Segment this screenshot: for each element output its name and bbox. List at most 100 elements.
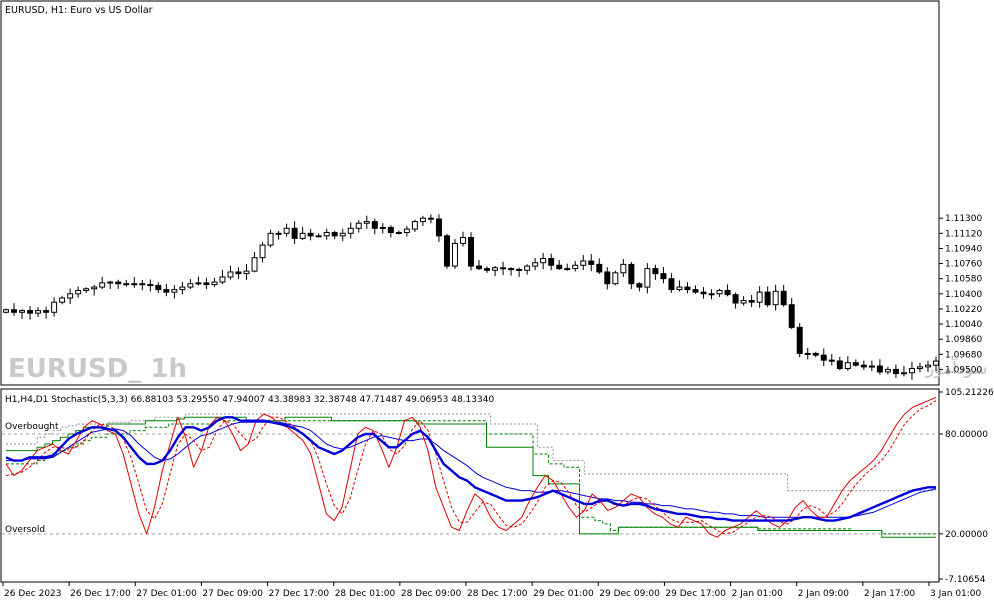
candle	[195, 276, 202, 286]
candle-body	[596, 263, 603, 273]
candle	[243, 264, 250, 280]
candle	[163, 283, 170, 297]
candle-body	[267, 232, 274, 246]
candle-body	[772, 290, 779, 306]
candle	[451, 239, 458, 270]
time-tick-label: 27 Dec 09:00	[202, 589, 263, 599]
candle-body	[900, 372, 907, 375]
candle-body	[115, 281, 122, 285]
candle	[251, 252, 258, 273]
candle	[612, 270, 619, 286]
candle-body	[411, 221, 418, 230]
indicator-tick-label: 80.00000	[945, 430, 988, 440]
series-extra	[6, 413, 936, 492]
indicator-title: H1,H4,D1 Stochastic(5,3,3) 66.88103 53.2…	[5, 395, 494, 405]
candle-body	[451, 242, 458, 267]
candle	[339, 228, 346, 242]
candle	[203, 277, 210, 290]
candle-body	[660, 273, 667, 280]
watermark-symbol: EURUSD_ 1h	[8, 354, 187, 384]
candle-body	[131, 283, 138, 286]
candle-body	[476, 265, 483, 270]
candle	[556, 260, 563, 270]
candle	[219, 269, 226, 285]
candle-body	[876, 365, 883, 373]
candle	[860, 360, 867, 370]
candle-body	[403, 228, 410, 233]
candle-body	[820, 354, 827, 361]
candle	[75, 286, 82, 298]
candle	[676, 280, 683, 292]
candle	[363, 215, 370, 229]
candle-body	[836, 360, 843, 370]
candle	[67, 288, 74, 305]
candle-body	[99, 282, 106, 288]
candle-body	[171, 289, 178, 293]
candle-body	[540, 258, 547, 264]
candle	[580, 254, 587, 271]
candle	[780, 284, 787, 307]
candle-body	[572, 264, 579, 270]
candle-body	[75, 289, 82, 295]
series-h4-main	[5, 416, 936, 522]
candle-body	[556, 264, 563, 270]
candle-body	[339, 232, 346, 237]
candle	[323, 228, 330, 240]
indicator-pane-border	[0, 388, 940, 583]
candle	[347, 222, 354, 239]
candle-body	[828, 359, 835, 362]
candle	[395, 230, 402, 235]
candle	[564, 263, 571, 271]
symbol-title: EURUSD, H1: Euro vs US Dollar	[5, 5, 153, 16]
candle	[307, 228, 314, 241]
candle	[604, 267, 611, 290]
candle	[3, 308, 9, 314]
candle-body	[500, 267, 507, 270]
candle	[876, 359, 883, 375]
candle-body	[379, 226, 386, 229]
time-tick-label: 2 Jan 01:00	[732, 589, 784, 599]
candle	[155, 282, 162, 294]
candle-body	[59, 297, 66, 303]
price-tick-label: 1.10220	[945, 305, 982, 315]
candle	[660, 267, 667, 284]
candle-body	[748, 300, 755, 303]
candle	[796, 323, 803, 358]
candle	[139, 279, 146, 291]
candle-body	[211, 281, 218, 286]
indicator-pane[interactable]: H1,H4,D1 Stochastic(5,3,3) 66.88103 53.2…	[0, 388, 994, 585]
candle	[411, 219, 418, 233]
watermark-site: انتشار در سایت سودآموز	[925, 357, 994, 379]
candle	[492, 266, 499, 277]
candle	[291, 221, 298, 245]
candle-body	[155, 284, 162, 291]
candle-body	[19, 310, 26, 313]
price-tick-label: 1.10400	[945, 290, 982, 300]
candle-body	[692, 289, 699, 293]
candle-body	[508, 268, 515, 271]
candle-body	[11, 309, 18, 313]
candle-body	[780, 290, 787, 306]
candle-body	[419, 217, 426, 223]
time-tick-label: 2 Jan 09:00	[798, 589, 850, 599]
candle	[379, 223, 386, 234]
candle	[179, 281, 186, 295]
candle-body	[243, 270, 250, 275]
candle-body	[684, 286, 691, 291]
candle-body	[299, 232, 306, 239]
time-tick-label: 3 Jan 01:00	[930, 589, 982, 599]
candle-body	[43, 310, 50, 313]
candle	[524, 264, 531, 275]
indicator-axis: 105.21226 80.00000 20.00000 -7.10654	[939, 388, 994, 585]
candle-body	[716, 289, 723, 295]
candle	[884, 366, 891, 375]
candle	[748, 294, 755, 308]
price-pane[interactable]: EURUSD, H1: Euro vs US Dollar EURUSD_ 1h…	[0, 0, 994, 386]
candle-body	[371, 221, 378, 229]
time-tick-label: 29 Dec 09:00	[599, 589, 660, 599]
price-tick-label: 1.09860	[945, 335, 982, 345]
candle-body	[756, 291, 763, 303]
candle	[516, 267, 523, 277]
series-h1-main	[5, 396, 937, 538]
